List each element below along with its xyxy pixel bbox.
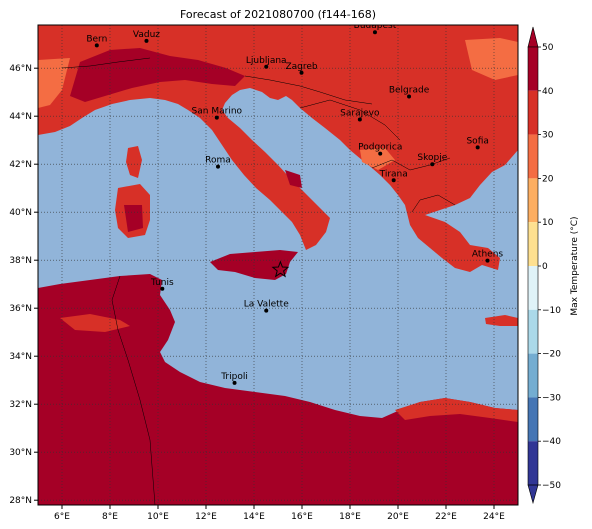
- city-label: Sofia: [466, 136, 488, 146]
- colorbar-label: Max Temperature (°C): [570, 216, 580, 315]
- colorbar-segment: [528, 266, 538, 310]
- lat-tick-label: 32°N: [9, 400, 32, 410]
- colorbar-segment: [528, 353, 538, 398]
- corsica-land: [126, 146, 142, 178]
- city-label: Podgorica: [358, 143, 402, 153]
- city-dot: [475, 145, 480, 150]
- lat-tick-label: 36°N: [9, 304, 32, 314]
- hot-land-patch: [285, 170, 302, 188]
- city-label: Tripoli: [220, 372, 248, 382]
- city-dot: [430, 162, 435, 167]
- city-label: Budapest: [354, 21, 397, 31]
- city-label: Sarajevo: [340, 109, 380, 119]
- colorbar-segment: [528, 47, 538, 91]
- colorbar-segment: [528, 397, 538, 442]
- city-dot: [378, 151, 383, 156]
- city-dot: [216, 164, 220, 169]
- city-label: La Valette: [244, 300, 289, 310]
- lat-tick-label: 42°N: [9, 160, 32, 170]
- city-dot: [372, 30, 377, 35]
- lon-tick-label: 16°E: [291, 512, 313, 522]
- lat-tick-label: 46°N: [9, 64, 32, 74]
- colorbar-segment: [528, 90, 538, 135]
- city-label: Skopje: [417, 153, 447, 163]
- colorbar-extend-max: [527, 26, 539, 48]
- lon-tick-label: 22°E: [435, 512, 457, 522]
- lon-tick-label: 18°E: [339, 512, 361, 522]
- colorbar-tick-label: 30: [542, 131, 554, 141]
- colorbar-extend-min: [527, 484, 539, 505]
- city-label: Ljubljana: [246, 56, 287, 66]
- city-label: Zagreb: [285, 62, 317, 72]
- map-title: Forecast of 2021080700 (f144-168): [179, 8, 377, 21]
- africa-coast-band: [60, 314, 130, 332]
- city-label: Athens: [472, 250, 503, 260]
- city-dot: [407, 94, 412, 99]
- lat-tick-label: 40°N: [9, 208, 32, 218]
- city-dot: [214, 115, 219, 120]
- crete-land: [485, 315, 518, 326]
- star-icon: [271, 260, 290, 278]
- colorbar-tick-label: −30: [542, 393, 561, 403]
- colorbar-tick-label: 50: [542, 43, 554, 53]
- city-label: Vaduz: [133, 30, 160, 40]
- city-dot: [144, 38, 149, 43]
- lon-tick-label: 20°E: [387, 512, 409, 522]
- greece-land: [405, 205, 500, 272]
- colorbar-segment: [528, 222, 538, 266]
- lon-tick-label: 24°E: [483, 512, 505, 522]
- colorbar-segment: [528, 134, 538, 179]
- map-frame: [37, 24, 519, 506]
- colorbar-tick-label: −20: [542, 350, 561, 360]
- colorbar-tick-label: 20: [542, 174, 554, 184]
- city-label: San Marino: [192, 107, 243, 117]
- colorbar-segment: [528, 178, 538, 223]
- city-label: Tirana: [379, 169, 408, 179]
- lat-tick-label: 38°N: [9, 256, 32, 266]
- city-dot: [299, 70, 304, 75]
- gridlines: [38, 25, 518, 505]
- lat-tick-label: 28°N: [9, 496, 32, 506]
- warm-land-patch: [465, 38, 518, 80]
- city-dot: [160, 286, 165, 291]
- city-label: Roma: [205, 156, 231, 166]
- lat-tick-label: 44°N: [9, 112, 32, 122]
- city-dot: [94, 43, 99, 48]
- colorbar-tick-label: 0: [542, 262, 548, 272]
- city-dot: [357, 117, 362, 122]
- hot-land-patch: [70, 48, 245, 102]
- city-dot: [264, 308, 269, 313]
- colorbar-segment: [528, 441, 538, 485]
- city-label: Tunis: [150, 278, 174, 288]
- lat-tick-label: 30°N: [9, 448, 32, 458]
- city-dot: [391, 178, 396, 183]
- colorbar-tick-label: −10: [542, 306, 561, 316]
- colorbar-tick-label: 10: [542, 218, 554, 228]
- city-label: Belgrade: [389, 86, 430, 96]
- country-borders: [38, 57, 456, 505]
- city-dot: [485, 258, 490, 263]
- sardinia-hot-patch: [124, 205, 143, 232]
- lon-tick-label: 8°E: [102, 512, 118, 522]
- lon-tick-label: 14°E: [243, 512, 265, 522]
- colorbar-segment: [528, 309, 538, 354]
- lon-tick-label: 10°E: [147, 512, 169, 522]
- map-axis-ticks: 6°E 8°E 10°E 12°E 14°E 16°E 18°E 20°E 22°E 24°E 28…: [9, 64, 505, 522]
- colorbar-tick-label: −40: [542, 437, 561, 447]
- colorbar-tick-label: −50: [542, 481, 561, 491]
- lon-tick-label: 12°E: [195, 512, 217, 522]
- city-dot: [264, 64, 269, 69]
- lon-tick-label: 6°E: [54, 512, 70, 522]
- city-label: Bern: [86, 34, 107, 44]
- colorbar: 50 40 30 20 10 0 −10 −20 −30 −40 −50 Max Temperatur…: [527, 26, 580, 505]
- lat-tick-label: 34°N: [9, 352, 32, 362]
- colorbar-tick-label: 40: [542, 87, 554, 97]
- city-dot: [232, 380, 237, 385]
